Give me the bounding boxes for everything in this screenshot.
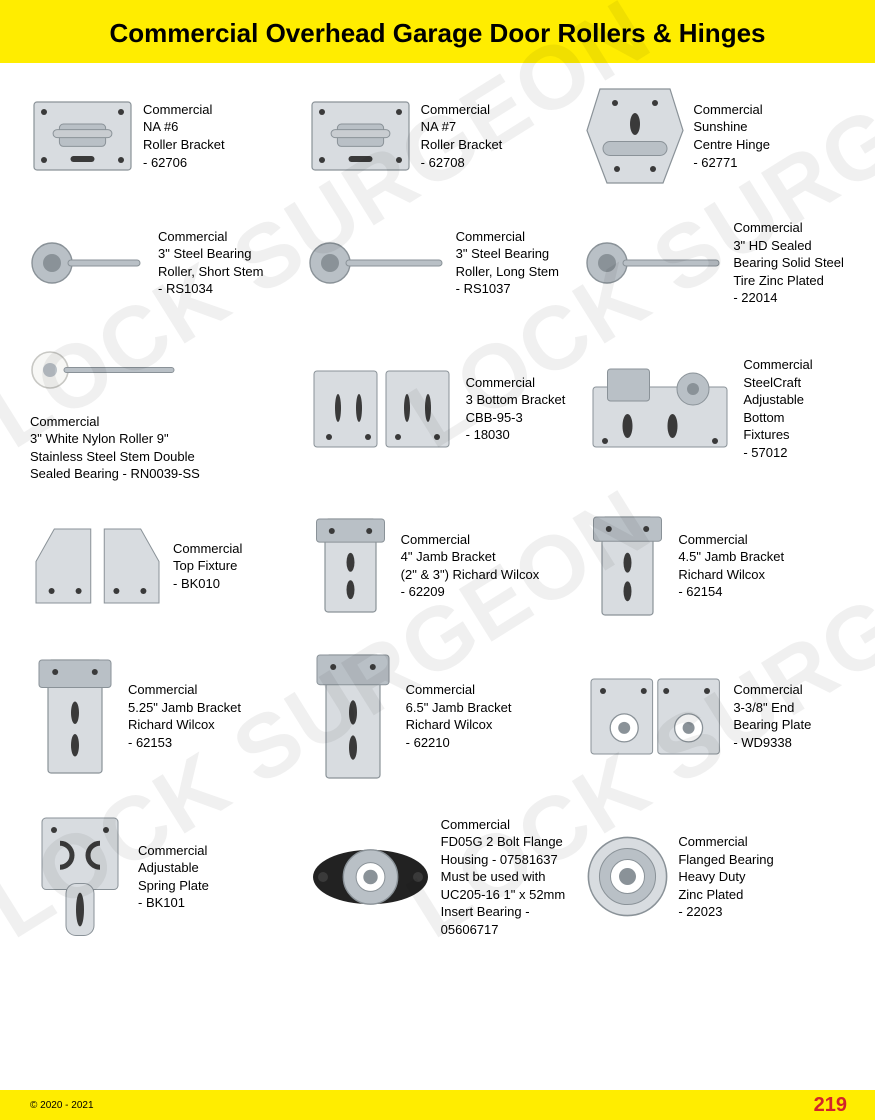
product-item: Commercial3" Steel BearingRoller, Short … [30,219,290,307]
product-description: Commercial3" White Nylon Roller 9"Stainl… [30,413,200,483]
product-description: CommercialNA #7Roller Bracket- 62708 [421,101,503,171]
product-description: CommercialFD05G 2 Bolt FlangeHousing - 0… [441,816,568,939]
product-grid: CommercialNA #6Roller Bracket- 62706 Com… [30,81,845,942]
product-image [585,228,725,298]
page-header: Commercial Overhead Garage Door Rollers … [0,0,875,63]
product-description: CommercialNA #6Roller Bracket- 62706 [143,101,225,171]
product-description: Commercial3" Steel BearingRoller, Short … [158,228,264,298]
product-image [585,359,735,459]
product-description: Commercial6.5" Jamb BracketRichard Wilco… [406,681,512,751]
product-description: Commercial5.25" Jamb BracketRichard Wilc… [128,681,241,751]
product-image [585,834,670,919]
product-description: Commercial3" HD SealedBearing Solid Stee… [733,219,844,307]
product-item: CommercialFlanged BearingHeavy DutyZinc … [585,812,845,942]
content-area: LOCK SURGEON LOCK SURGEON LOCK SURGEON L… [0,63,875,952]
product-description: Commercial3 Bottom BracketCBB-95-3- 1803… [466,374,566,444]
product-image [30,521,165,611]
page-number: 219 [814,1094,847,1117]
product-description: CommercialSunshineCentre Hinge- 62771 [693,101,770,171]
product-description: CommercialTop Fixture- BK010 [173,540,242,593]
product-description: Commercial3" Steel BearingRoller, Long S… [456,228,559,298]
page-title: Commercial Overhead Garage Door Rollers … [30,18,845,49]
product-description: Commercial4" Jamb Bracket(2" & 3") Richa… [401,531,540,601]
product-description: Commercial3-3/8" EndBearing Plate- WD933… [733,681,811,751]
product-description: Commercial4.5" Jamb BracketRichard Wilco… [678,531,784,601]
product-image [308,228,448,298]
product-image [30,96,135,176]
product-image [30,228,150,298]
product-description: CommercialAdjustableSpring Plate- BK101 [138,842,209,912]
product-item: Commercial6.5" Jamb BracketRichard Wilco… [308,649,568,784]
product-image [585,511,670,621]
product-item: CommercialNA #7Roller Bracket- 62708 [308,81,568,191]
product-image [30,335,180,405]
product-image [308,513,393,618]
product-item: CommercialFD05G 2 Bolt FlangeHousing - 0… [308,812,568,942]
product-image [585,669,725,764]
product-image [308,649,398,784]
product-item: CommercialNA #6Roller Bracket- 62706 [30,81,290,191]
product-item: Commercial5.25" Jamb BracketRichard Wilc… [30,649,290,784]
product-item: Commercial4" Jamb Bracket(2" & 3") Richa… [308,511,568,621]
product-item: CommercialSunshineCentre Hinge- 62771 [585,81,845,191]
product-image [585,81,685,191]
product-item: CommercialSteelCraftAdjustableBottomFixt… [585,335,845,483]
product-item: Commercial3 Bottom BracketCBB-95-3- 1803… [308,335,568,483]
product-item: Commercial3" HD SealedBearing Solid Stee… [585,219,845,307]
product-image [308,359,458,459]
product-image [30,812,130,942]
product-item: CommercialTop Fixture- BK010 [30,511,290,621]
product-description: CommercialFlanged BearingHeavy DutyZinc … [678,833,773,921]
product-item: CommercialAdjustableSpring Plate- BK101 [30,812,290,942]
page-footer: © 2020 - 2021 219 [0,1090,875,1120]
product-image [30,654,120,779]
product-description: CommercialSteelCraftAdjustableBottomFixt… [743,356,812,461]
product-item: Commercial3-3/8" EndBearing Plate- WD933… [585,649,845,784]
copyright-text: © 2020 - 2021 [30,1100,94,1111]
product-image [308,96,413,176]
product-item: Commercial3" Steel BearingRoller, Long S… [308,219,568,307]
product-image [308,837,433,917]
product-item: Commercial3" White Nylon Roller 9"Stainl… [30,335,290,483]
product-item: Commercial4.5" Jamb BracketRichard Wilco… [585,511,845,621]
